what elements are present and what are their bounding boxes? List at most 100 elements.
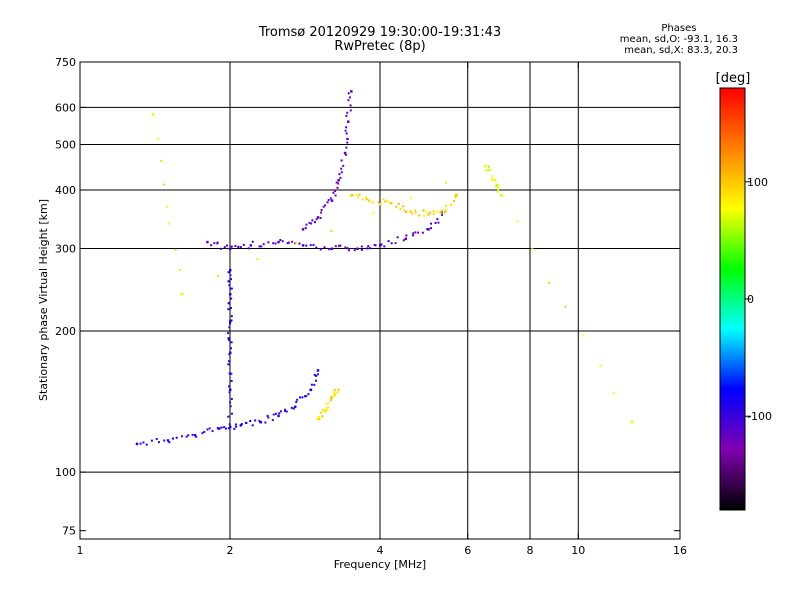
echo-point: [228, 372, 231, 375]
echo-point: [340, 167, 343, 170]
echo-point: [229, 351, 232, 354]
echo-point: [321, 408, 324, 411]
echo-point: [548, 281, 551, 284]
echo-point: [334, 190, 337, 193]
echo-point: [427, 228, 430, 231]
echo-point: [360, 248, 363, 251]
echo-point: [229, 320, 232, 323]
colorbar-gradient: [719, 87, 746, 511]
echo-point: [329, 397, 332, 400]
echo-point: [286, 242, 289, 245]
echo-point: [185, 435, 188, 438]
echo-point: [346, 138, 349, 141]
echo-point: [324, 204, 327, 207]
echo-point: [313, 383, 316, 386]
echo-point: [234, 423, 237, 426]
echo-point: [228, 353, 231, 356]
echo-point: [405, 211, 408, 214]
echo-point: [390, 201, 393, 204]
echo-point: [290, 406, 293, 409]
echo-point: [339, 244, 342, 247]
echo-point: [366, 247, 369, 250]
echo-point: [229, 425, 232, 429]
echo-point: [330, 395, 334, 399]
echo-point: [216, 275, 219, 278]
echo-point: [227, 271, 230, 274]
echo-point: [314, 221, 317, 224]
echo-point: [361, 198, 364, 201]
echo-point: [333, 388, 336, 391]
echo-point: [229, 388, 232, 392]
echo-point: [531, 248, 534, 251]
echo-point: [334, 194, 337, 197]
x-tick-label: 8: [527, 544, 534, 557]
echo-point: [402, 239, 405, 242]
echo-point: [369, 247, 372, 250]
echo-point: [367, 245, 370, 248]
echo-point: [440, 209, 443, 212]
echo-point: [387, 200, 390, 203]
echo-point: [180, 292, 184, 296]
echo-point: [260, 421, 263, 424]
echo-point: [230, 245, 233, 248]
echo-point: [487, 165, 490, 168]
echo-point: [230, 372, 233, 375]
echo-point: [453, 200, 456, 203]
echo-point: [274, 412, 277, 415]
echo-point: [216, 241, 219, 244]
echo-point: [429, 211, 432, 214]
echo-point: [340, 171, 343, 174]
echo-point: [424, 210, 427, 213]
echo-point: [319, 248, 322, 251]
echo-point: [258, 245, 261, 248]
echo-point: [227, 308, 230, 311]
echo-point: [295, 242, 298, 245]
echo-point: [315, 218, 318, 221]
echo-point: [345, 114, 348, 117]
echo-point: [379, 203, 382, 206]
y-tick-label: 400: [55, 184, 76, 197]
echo-point: [145, 443, 148, 446]
x-tick-label: 1: [77, 544, 84, 557]
y-tick-label: 200: [55, 325, 76, 338]
echo-point: [166, 205, 169, 208]
echo-point: [292, 407, 295, 410]
echo-point: [227, 332, 230, 335]
echo-point: [227, 337, 230, 340]
echo-point: [437, 221, 440, 224]
echo-point: [203, 430, 206, 433]
echo-point: [229, 278, 232, 281]
echo-point: [496, 190, 499, 193]
echo-point: [267, 416, 270, 419]
echo-point: [344, 129, 347, 132]
echo-point: [312, 243, 315, 246]
echo-point: [228, 423, 231, 426]
echo-point: [387, 240, 390, 243]
echo-point: [417, 231, 420, 234]
echo-point: [337, 179, 340, 182]
y-tick-label: 75: [62, 525, 76, 538]
echo-point: [564, 305, 567, 308]
echo-point: [326, 406, 329, 409]
echo-point: [332, 191, 335, 194]
echo-point: [279, 410, 282, 413]
echo-point: [438, 211, 441, 214]
echo-point: [360, 245, 363, 248]
echo-point: [345, 126, 348, 129]
echo-point: [304, 395, 307, 398]
echo-point: [411, 212, 414, 215]
echo-point: [229, 401, 232, 404]
echo-point: [193, 434, 197, 437]
echo-point: [227, 427, 230, 430]
echo-point: [411, 234, 414, 237]
echo-point: [251, 424, 254, 427]
echo-point: [333, 392, 336, 395]
echo-point: [426, 228, 429, 231]
echo-point: [305, 223, 308, 226]
echo-point: [230, 412, 233, 415]
echo-point: [237, 245, 240, 248]
echo-point: [344, 153, 347, 156]
echo-point: [320, 209, 323, 212]
echo-point: [325, 403, 328, 406]
